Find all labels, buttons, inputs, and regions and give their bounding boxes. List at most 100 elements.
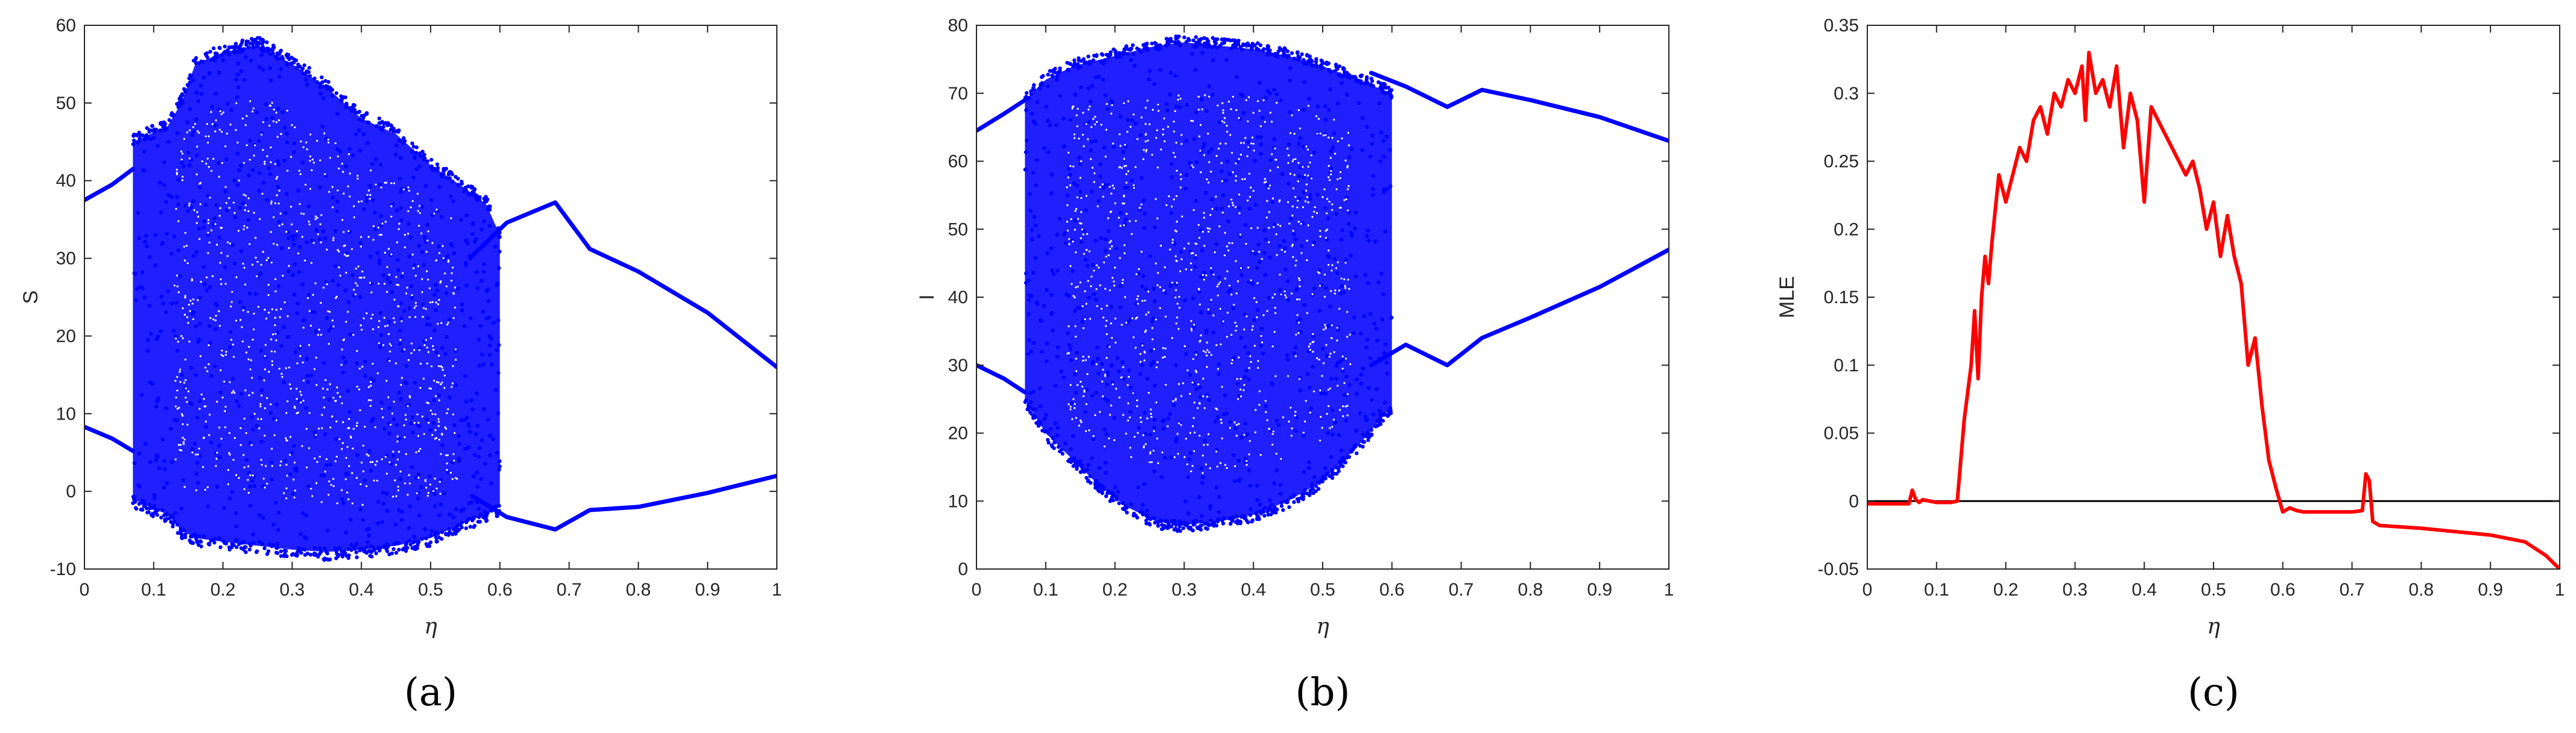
scatter-point [1235,159,1240,164]
scatter-point [1150,41,1154,46]
scatter-gap [176,171,178,174]
scatter-point [1389,88,1394,92]
scatter-point [1328,87,1332,92]
scatter-point [230,489,235,494]
scatter-point [1258,509,1262,514]
scatter-gap [1226,467,1228,470]
scatter-point [305,240,309,245]
scatter-point [1163,455,1167,460]
scatter-gap [271,333,274,336]
scatter-gap [210,169,213,172]
scatter-gap [1245,460,1248,462]
y-tick-label: 60 [948,152,968,172]
scatter-gap [335,295,338,298]
scatter-gap [1317,118,1320,120]
scatter-gap [1244,137,1247,139]
scatter-point [1024,150,1028,154]
scatter-point [394,153,398,157]
scatter-point [1199,310,1203,315]
scatter-point [1265,183,1270,187]
scatter-point [223,49,227,54]
scatter-gap [377,226,379,229]
scatter-point [375,251,380,255]
scatter-point [440,536,444,541]
scatter-gap [1075,207,1078,210]
scatter-gap [206,122,208,125]
scatter-gap [1119,224,1122,227]
scatter-point [1095,345,1100,350]
scatter-gap [447,259,450,262]
scatter-gap [396,241,399,244]
scatter-point [1335,271,1340,275]
scatter-gap [432,490,435,492]
scatter-gap [1346,165,1349,167]
scatter-gap [176,389,179,392]
scatter-gap [1070,218,1072,221]
scatter-point [247,547,252,552]
scatter-gap [1292,187,1295,190]
scatter-point [385,549,390,553]
scatter-gap [386,266,388,268]
scatter-gap [385,380,388,382]
scatter-point [393,523,398,527]
scatter-point [251,532,256,536]
scatter-gap [1139,417,1142,419]
scatter-gap [186,316,189,318]
scatter-gap [1078,424,1080,427]
scatter-point [454,175,458,179]
scatter-gap [1203,407,1206,409]
scatter-gap [384,456,387,458]
scatter-point [186,151,191,155]
scatter-point [1142,411,1147,415]
scatter-gap [1084,318,1086,320]
scatter-gap [1145,107,1147,109]
scatter-gap [335,297,337,300]
scatter-gap [264,486,266,489]
scatter-gap [369,198,371,200]
scatter-gap [177,341,179,343]
scatter-gap [344,478,347,480]
scatter-gap [227,241,229,244]
scatter-gap [1299,279,1301,282]
scatter-point [344,101,349,106]
scatter-gap [224,354,227,356]
scatter-point [188,80,192,85]
scatter-gap [327,310,329,313]
scatter-gap [339,395,341,398]
scatter-point [165,513,169,517]
scatter-gap [182,337,184,339]
scatter-point [1274,418,1279,423]
scatter-gap [208,434,210,436]
scatter-gap [1127,376,1130,378]
scatter-point [154,337,159,341]
scatter-gap [1126,131,1128,133]
scatter-gap [230,301,233,303]
scatter-point [1270,503,1274,507]
scatter-gap [175,396,177,399]
scatter-point [1366,438,1370,442]
scatter-gap [275,112,277,114]
scatter-gap [363,276,366,278]
scatter-gap [1331,203,1334,206]
scatter-gap [345,271,347,274]
scatter-gap [1141,251,1143,253]
scatter-point [1141,43,1145,47]
scatter-point [133,500,138,504]
scatter-gap [1271,345,1274,348]
scatter-point [1363,415,1367,419]
scatter-gap [334,142,337,145]
scatter-point [1262,514,1267,518]
scatter-gap [1247,146,1250,148]
scatter-gap [1347,131,1349,134]
scatter-point [1153,383,1157,388]
scatter-gap [1081,134,1084,136]
scatter-gap [1248,366,1250,370]
x-axis-label-c: η [2207,614,2220,639]
panel-label-a: (a) [404,670,457,715]
scatter-point [1212,39,1217,44]
scatter-point [1236,41,1241,45]
scatter-point [297,270,302,274]
scatter-point [498,464,502,468]
scatter-point [334,264,338,268]
scatter-point [1306,372,1310,376]
